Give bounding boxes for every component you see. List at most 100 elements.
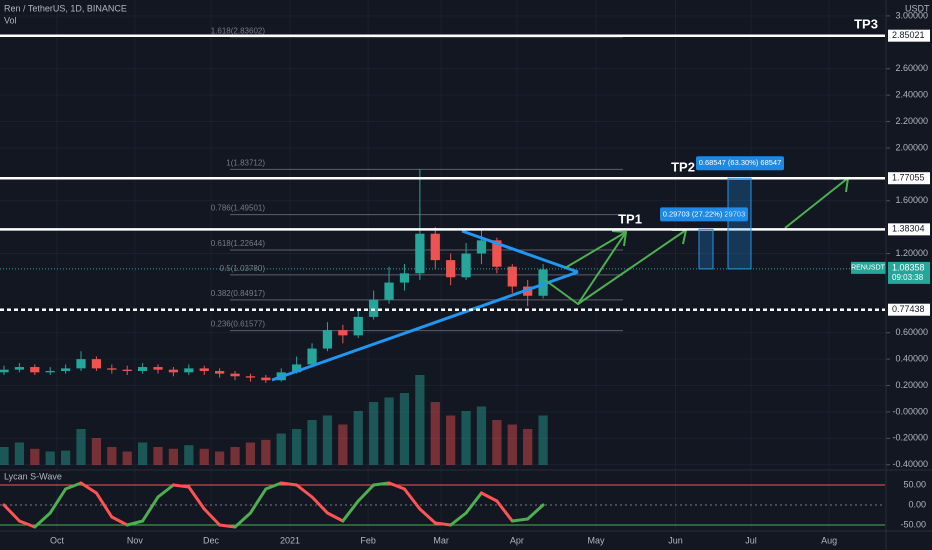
indicator-line [17,519,37,529]
indicator-tick-label: 0.00 [908,499,926,509]
fib-label: 0.236(0.61577) [211,320,266,329]
indicator-line [171,483,191,489]
volume-label: Vol [4,15,17,25]
symbol-label: RENUSDT [851,265,886,272]
x-tick-label: May [588,535,606,545]
target-label: TP2 [671,159,695,174]
indicator-line [94,491,114,519]
measure-label-bg [660,207,748,222]
candle-body [230,373,240,377]
candle-body [476,240,487,254]
x-tick-label: Dec [203,535,220,545]
levels: 2.85021 1.77055 1.38304 0.77438 TP3 TP2 TP1 0.2… [0,16,930,316]
indicator-line [310,495,329,515]
drawings [271,176,850,382]
y-tick-label: 0.20000 [895,380,928,390]
indicator-line [325,511,345,523]
arrow [784,177,849,229]
header-title: Ren / TetherUS, 1D, BINANCE [4,3,127,13]
indicator-line [449,511,468,527]
volume-bar [307,420,317,465]
price-tag [888,303,930,316]
candle-body [60,368,71,371]
price-axis: 3.00000 2.60000 2.40000 2.20000 2.00000 1.600… [886,10,928,469]
arrow [564,231,627,269]
indicator-line [202,507,222,527]
x-tick-label: Jun [668,535,683,545]
x-tick-label: Apr [510,535,524,545]
candle-body [384,282,394,300]
indicator-line [526,503,545,521]
volume-bar [60,450,71,465]
candle-body [492,240,502,267]
indicator-line [64,481,83,491]
candle-body [168,369,179,373]
indicator-line [33,511,52,529]
x-tick-label: Feb [360,535,376,545]
fib-retracement: 1.618(2.83602) 1(1.83712) 0.786(1.49501) 0.… [211,27,623,332]
indicator-line [187,485,206,511]
indicator-line [387,481,406,491]
volume-bar [415,375,425,465]
y-tick-label: 0.60000 [895,327,928,337]
candle-body [338,330,348,336]
price-tag-label: 0.77438 [892,304,925,314]
candle-body [353,316,363,336]
y-tick-label: 2.60000 [895,63,928,73]
volume-bar [76,429,86,465]
volume-bar [276,433,286,465]
y-tick-label: 2.00000 [895,142,928,152]
indicator-pane: 50.00 0.00 -50.00 [0,479,926,529]
volume-bar [384,397,394,465]
x-tick-label: Jul [745,535,757,545]
candle-body [138,367,148,371]
candle-body [122,369,132,371]
indicator-line [356,483,376,503]
volume-bar [292,429,302,465]
price-tag [888,29,930,42]
volume-bar [138,442,148,465]
candle-body [261,377,271,381]
volume-bar [523,429,533,465]
volume-bar [168,448,179,465]
volume-bar [492,420,502,465]
y-tick-label: -0.20000 [892,433,928,443]
candle-body [184,368,194,373]
countdown-label: 09:03:38 [892,273,924,282]
fib-label: 1(1.83712) [226,159,265,168]
x-tick-label: Nov [127,535,144,545]
indicator-line [218,523,237,529]
indicator-line [295,483,314,499]
candle-body [76,359,86,369]
volume-bar [399,393,410,465]
candle-body [292,364,302,373]
indicator-line [248,487,268,515]
candle-body [0,369,9,373]
price-tag [888,172,930,185]
volume-bar [30,448,40,465]
measure-box [727,177,752,270]
candle-body [415,233,425,274]
y-tick-label: 2.40000 [895,89,928,99]
x-tick-label: 2021 [280,535,300,545]
y-tick-label: 0.40000 [895,353,928,363]
volume-bar [153,447,163,465]
volume-bar [245,442,256,465]
arrow [577,229,687,305]
candle-body [153,367,163,370]
triangle-line [461,229,579,274]
current-price-label: 1.08358 [892,262,925,272]
indicator-line [2,503,21,523]
volume-bar [369,402,379,465]
x-tick-label: Mar [433,535,449,545]
fib-label: 0.5(1.03780) [220,264,266,273]
volume-bar [461,411,471,465]
candle-body [399,273,410,283]
indicator-line [433,521,453,527]
volume-bar [261,439,271,465]
indicator-line [48,487,68,515]
indicator-line [341,499,360,523]
volume-bar [476,406,487,465]
indicator-line [79,481,98,495]
